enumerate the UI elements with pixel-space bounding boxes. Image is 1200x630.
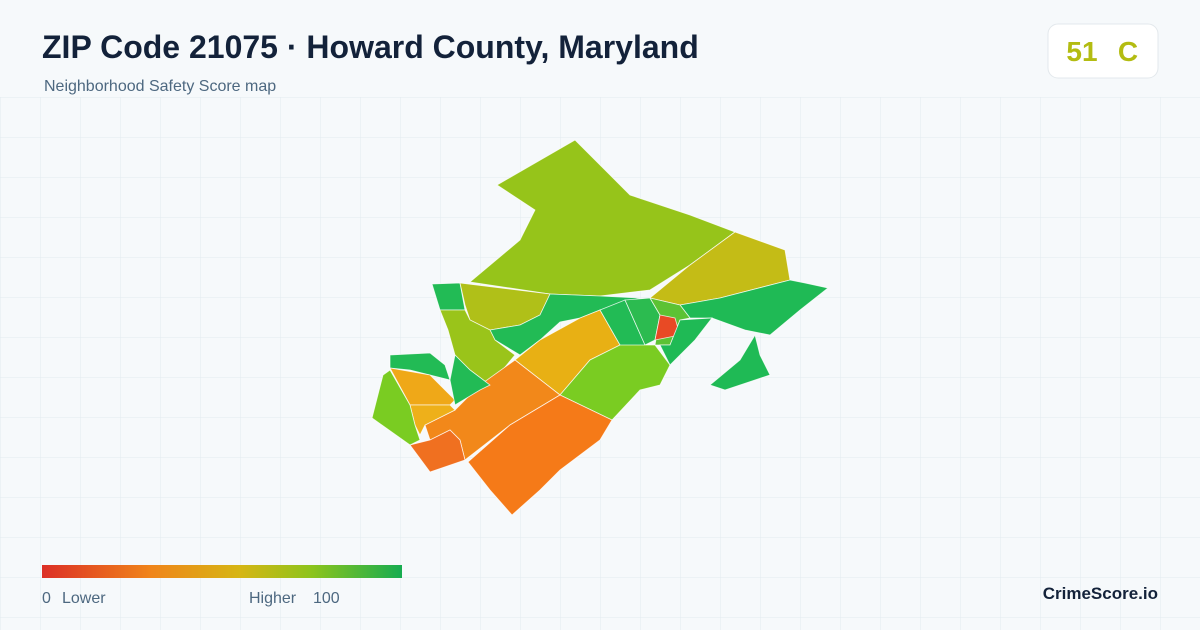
legend-bar <box>42 565 402 578</box>
legend-min-label: Lower <box>62 590 106 607</box>
subtitle: Neighborhood Safety Score map <box>44 78 276 95</box>
title: ZIP Code 21075 · Howard County, Maryland <box>42 29 699 65</box>
grade: C <box>1118 36 1138 67</box>
score-badge <box>1047 23 1159 79</box>
legend-min: 0 <box>42 590 51 607</box>
brand: CrimeScore.io <box>1043 584 1158 603</box>
legend-max: 100 <box>313 590 340 607</box>
zip-map <box>371 139 829 516</box>
score: 51 <box>1066 36 1097 67</box>
legend-max-label: Higher <box>249 590 297 607</box>
